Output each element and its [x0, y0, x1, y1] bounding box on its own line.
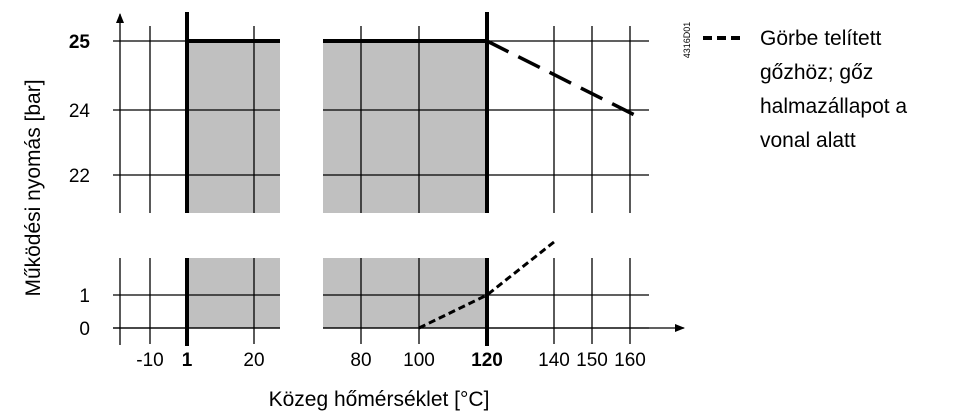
- y-tick-label-0: 0: [79, 319, 90, 340]
- legend-line-1: Görbe telített: [760, 27, 882, 50]
- shaded-panel-1: [323, 41, 487, 213]
- y-axis-title: Működési nyomás [bar]: [22, 79, 45, 296]
- x-tick-label-1: 1: [182, 350, 193, 371]
- x-tick-label-120: 120: [471, 350, 503, 371]
- x-tick-label-160: 160: [614, 350, 646, 371]
- x-tick-label-150: 150: [576, 350, 608, 371]
- series-short-dash-1: [418, 240, 555, 330]
- x-tick-label-80: 80: [350, 350, 371, 371]
- x-tick-label-20: 20: [243, 350, 264, 371]
- boundary-lines: [185, 12, 489, 346]
- y-tick-label-22: 22: [69, 166, 90, 187]
- legend-line-4: vonal alatt: [760, 129, 856, 152]
- y-tick-label-1: 1: [79, 286, 90, 307]
- shaded-panel-3: [323, 258, 487, 328]
- shaded-panel-0: [187, 41, 280, 213]
- series-long-dash-0: [486, 39, 639, 119]
- x-tick-label-140: 140: [538, 350, 570, 371]
- drawing-code: 4316D01: [682, 22, 692, 59]
- shaded-panel-2: [187, 258, 280, 328]
- axes: [113, 13, 685, 345]
- legend-line-2: gőzhöz; gőz: [760, 61, 873, 84]
- operating-range-shading: [187, 41, 487, 328]
- x-tick-label--10: -10: [136, 350, 163, 371]
- series-lines: [418, 39, 639, 330]
- legend: Görbe telített gőzhöz; gőz halmazállapot…: [703, 27, 907, 152]
- x-tick-label-100: 100: [403, 350, 435, 371]
- y-tick-label-24: 24: [69, 101, 91, 122]
- y-tick-label-25: 25: [69, 32, 91, 53]
- x-axis-title: Közeg hőmérséklet [°C]: [269, 388, 490, 411]
- legend-line-3: halmazállapot a: [760, 95, 907, 118]
